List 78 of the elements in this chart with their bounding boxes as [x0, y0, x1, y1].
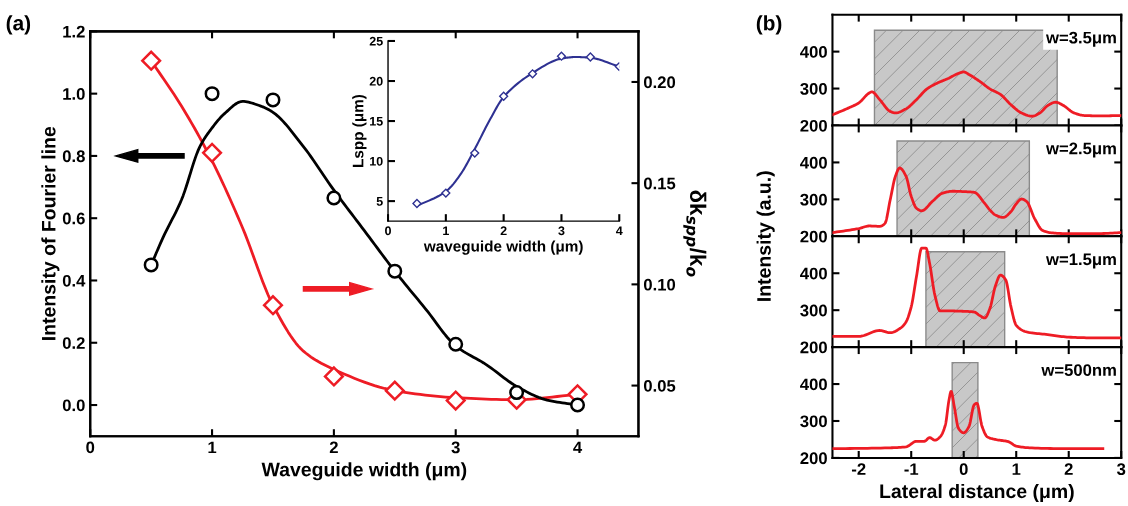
y2-tick-label: 0.05 — [643, 379, 676, 392]
y-tick-label: 400 — [800, 156, 827, 169]
x-tick-label: 3 — [1116, 463, 1126, 476]
point — [387, 263, 403, 279]
annotation: w=3.5μm — [1045, 31, 1116, 47]
x-tick-label: 1 — [1012, 463, 1021, 475]
y-tick-label: 0.2 — [62, 337, 85, 349]
y-tick-label: 15 — [370, 116, 383, 126]
point — [201, 142, 223, 163]
point — [143, 257, 159, 273]
y-tick-label: 25 — [369, 36, 383, 46]
annotation: w=1.5μm — [1045, 253, 1116, 269]
point — [445, 390, 466, 411]
y-tick-label: 1.0 — [63, 88, 85, 100]
x-tick-label: 1 — [208, 441, 217, 454]
y-tick-label: 300 — [800, 193, 827, 206]
y-axis-title: Intensity of Fourier line — [41, 126, 60, 340]
y-tick-label: 0.0 — [62, 399, 85, 412]
y-tick-label: 0.6 — [62, 212, 85, 225]
point — [384, 380, 405, 401]
point — [265, 92, 281, 108]
y-tick-label: 400 — [800, 46, 827, 58]
annotation: w=2.5μm — [1045, 142, 1116, 158]
y2-tick-label: 0.15 — [643, 177, 676, 190]
x-tick-label: 3 — [451, 441, 460, 454]
x-tick-label: 3 — [558, 226, 565, 236]
x-tick-label: 0 — [959, 463, 968, 476]
point — [326, 190, 342, 206]
y2-tick-label: 0.10 — [643, 278, 676, 291]
x-tick-label: 2 — [500, 226, 507, 236]
x-axis-title: Lateral distance (μm) — [880, 483, 1074, 503]
x-tick-label: 4 — [615, 226, 623, 236]
y-tick-label: 10 — [370, 156, 383, 166]
text: (b) — [756, 15, 782, 35]
x-tick-label: 4 — [573, 441, 583, 454]
x-tick-label: 2 — [1064, 463, 1073, 475]
y-axis-title: Lspp (μm) — [352, 94, 367, 167]
x-tick-label: -1 — [904, 463, 919, 475]
point — [527, 69, 538, 79]
x-axis-title: Waveguide width (μm) — [261, 462, 467, 481]
y-tick-label: 400 — [800, 378, 827, 391]
point — [448, 336, 464, 352]
x-tick-label: 0 — [86, 441, 95, 454]
y-tick-label: 1.2 — [63, 25, 85, 38]
point — [556, 51, 567, 61]
y-tick-label: 20 — [369, 76, 383, 86]
y-tick-label: 0.8 — [62, 150, 85, 163]
point — [441, 188, 451, 198]
x-axis-title: waveguide width (μm) — [423, 240, 583, 255]
y-tick-label: 200 — [800, 230, 827, 243]
x-tick-label: 0 — [385, 226, 391, 236]
x-tick-label: -2 — [851, 463, 866, 475]
point — [585, 52, 595, 62]
point — [141, 50, 162, 71]
y-tick-label: 200 — [800, 452, 827, 465]
y2-tick-label: 0.20 — [643, 76, 676, 89]
text: (a) — [6, 15, 31, 35]
annotation: w=500nm — [1041, 364, 1116, 376]
x-tick-label: 1 — [443, 226, 449, 236]
point — [323, 366, 344, 387]
point — [262, 295, 284, 316]
y-tick-label: 300 — [800, 415, 827, 428]
y-tick-label: 5 — [376, 197, 383, 206]
point — [499, 91, 509, 101]
point — [470, 148, 480, 158]
point — [509, 385, 525, 401]
point — [412, 198, 422, 209]
y-tick-label: 300 — [800, 82, 827, 95]
x-tick-label: 2 — [329, 441, 338, 454]
point — [204, 86, 220, 102]
point — [570, 397, 586, 413]
y-tick-label: 200 — [800, 119, 827, 132]
y-tick-label: 400 — [800, 267, 827, 280]
y-axis-title: Intensity (a.u.) — [756, 171, 775, 301]
y-tick-label: 200 — [800, 341, 827, 354]
y2-axis-title: δk$_{spp}$/k$_{o}$ — [683, 190, 707, 277]
y-tick-label: 300 — [800, 304, 827, 317]
y-tick-label: 0.4 — [62, 274, 86, 287]
